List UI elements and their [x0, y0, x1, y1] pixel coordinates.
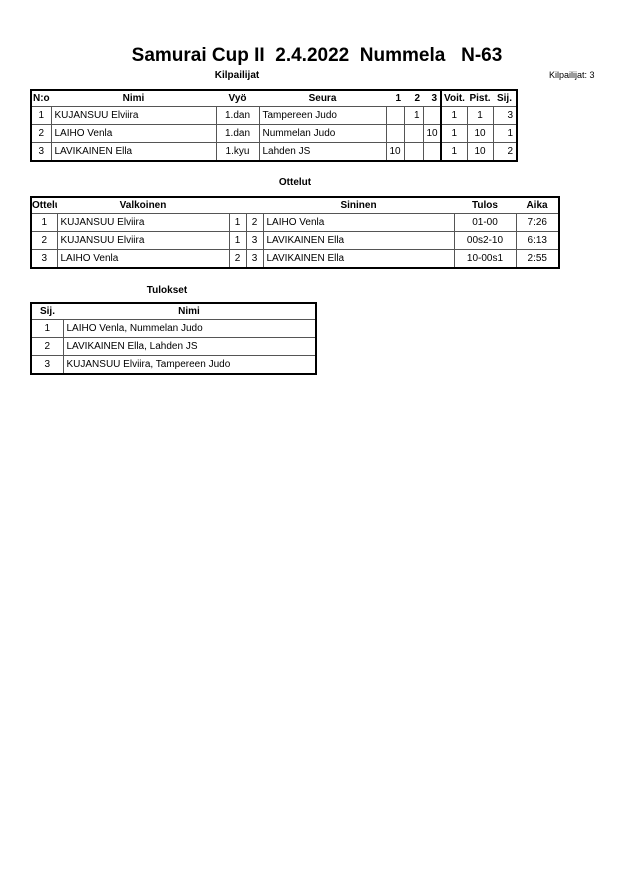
col-header: 3	[423, 90, 441, 107]
table-cell: LAIHO Venla	[50, 124, 217, 143]
table-cell	[385, 124, 405, 143]
table-cell: 1	[30, 213, 58, 232]
table-cell: 3	[245, 249, 264, 269]
table-cell: 1	[440, 106, 468, 125]
col-header: Aika	[516, 197, 559, 214]
col-header: Nimi	[51, 90, 216, 107]
competitors-table: N:o Nimi Vyö Seura 1 2 3 Voit. Pist. Sij…	[30, 89, 518, 162]
table-cell: 3	[30, 142, 52, 162]
table-row: 2 LAVIKAINEN Ella, Lahden JS	[30, 337, 317, 356]
col-header: Ottelu	[31, 197, 57, 214]
table-cell: 1.kyu	[215, 142, 260, 162]
matches-heading: Ottelut	[278, 177, 312, 188]
col-header: Pist.	[467, 90, 493, 107]
table-row: 1 KUJANSUU Elviira 1.dan Tampereen Judo 1 1 1 3	[30, 106, 518, 125]
table-cell: 2	[228, 249, 247, 269]
table-cell: 6:13	[515, 231, 560, 250]
table-cell: 1	[30, 319, 64, 338]
col-header: Voit.	[440, 90, 467, 107]
table-cell: 3	[245, 231, 264, 250]
matches-table: Ottelu Valkoinen Sininen Tulos Aika 1KUJ…	[30, 196, 560, 269]
header-row: Ottelu Valkoinen Sininen Tulos Aika	[31, 197, 559, 214]
col-header: N:o	[31, 90, 51, 107]
table-cell: 10	[466, 124, 494, 143]
col-header: Sininen	[263, 197, 454, 214]
table-cell: 10-00s1	[453, 249, 517, 269]
table-cell	[385, 106, 405, 125]
table-cell: KUJANSUU Elviira, Tampereen Judo	[62, 355, 317, 375]
col-header: Seura	[259, 90, 386, 107]
col-header: Tulos	[454, 197, 516, 214]
competitor-count: Kilpailijat: 3	[549, 70, 595, 80]
table-cell: 1	[403, 106, 424, 125]
col-header: Sij.	[493, 90, 517, 107]
table-cell: LAVIKAINEN Ella	[262, 231, 455, 250]
col-header: Sij.	[31, 303, 63, 320]
table-cell	[403, 142, 424, 162]
table-cell: 7:26	[515, 213, 560, 232]
table-cell: LAIHO Venla	[262, 213, 455, 232]
table-cell: 01-00	[453, 213, 517, 232]
table-cell: 3	[492, 106, 518, 125]
col-header: 2	[404, 90, 423, 107]
table-cell: 1	[228, 231, 247, 250]
table-cell: 2:55	[515, 249, 560, 269]
table-cell: LAVIKAINEN Ella	[262, 249, 455, 269]
table-cell: 2	[30, 337, 64, 356]
table-cell: 1	[466, 106, 494, 125]
table-cell	[403, 124, 424, 143]
table-cell: KUJANSUU Elviira	[56, 231, 230, 250]
table-cell: LAIHO Venla	[56, 249, 230, 269]
results-heading: Tulokset	[146, 285, 188, 296]
table-cell: LAVIKAINEN Ella	[50, 142, 217, 162]
table-cell	[422, 142, 442, 162]
table-row: 3 KUJANSUU Elviira, Tampereen Judo	[30, 355, 317, 375]
table-row: 3 LAIHO Venla 2 3 LAVIKAINEN Ella 10-00s1 2:55	[30, 249, 560, 269]
table-cell: 2	[492, 142, 518, 162]
table-cell: 1	[440, 124, 468, 143]
table-cell: 1	[440, 142, 468, 162]
table-cell: LAVIKAINEN Ella, Lahden JS	[62, 337, 317, 356]
table-cell: 2	[30, 231, 58, 250]
table-cell: 3	[30, 355, 64, 375]
table-cell: 2	[30, 124, 52, 143]
table-cell: KUJANSUU Elviira	[56, 213, 230, 232]
table-cell: 10	[466, 142, 494, 162]
table-row: 1 KUJANSUU Elviira 1 2 LAIHO Venla 01-00 7:26	[30, 213, 560, 232]
results-table: Sij. Nimi 1 LAIHO Venla, Nummelan Judo 2 LA…	[30, 302, 317, 375]
table-row: 3 LAVIKAINEN Ella 1.kyu Lahden JS 10 1 10 2	[30, 142, 518, 162]
table-cell: LAIHO Venla, Nummelan Judo	[62, 319, 317, 338]
table-row: 2 LAIHO Venla 1.dan Nummelan Judo 10 1 10 1	[30, 124, 518, 143]
table-row: 2 KUJANSUU Elviira 1 3 LAVIKAINEN Ella 00s2-1…	[30, 231, 560, 250]
table-cell: 10	[385, 142, 405, 162]
col-header: 1	[386, 90, 404, 107]
table-cell: Lahden JS	[258, 142, 387, 162]
header-row: N:o Nimi Vyö Seura 1 2 3 Voit. Pist. Sij…	[31, 90, 517, 107]
table-cell: 1	[492, 124, 518, 143]
table-cell: 00s2-10	[453, 231, 517, 250]
table-cell: Nummelan Judo	[258, 124, 387, 143]
table-cell	[422, 106, 442, 125]
competitors-heading: Kilpailijat	[214, 70, 260, 81]
header-row: Sij. Nimi	[31, 303, 316, 320]
table-cell: 2	[245, 213, 264, 232]
table-cell: 1	[30, 106, 52, 125]
table-cell: 3	[30, 249, 58, 269]
table-row: 1 LAIHO Venla, Nummelan Judo	[30, 319, 317, 338]
table-cell: 10	[422, 124, 442, 143]
page-title: Samurai Cup II 2.4.2022 Nummela N-63	[131, 45, 503, 66]
table-cell: 1.dan	[215, 124, 260, 143]
table-cell: 1.dan	[215, 106, 260, 125]
col-header: Valkoinen	[57, 197, 229, 214]
table-cell: 1	[228, 213, 247, 232]
col-header: Vyö	[216, 90, 259, 107]
col-header: Nimi	[63, 303, 316, 320]
table-cell: KUJANSUU Elviira	[50, 106, 217, 125]
table-cell: Tampereen Judo	[258, 106, 387, 125]
